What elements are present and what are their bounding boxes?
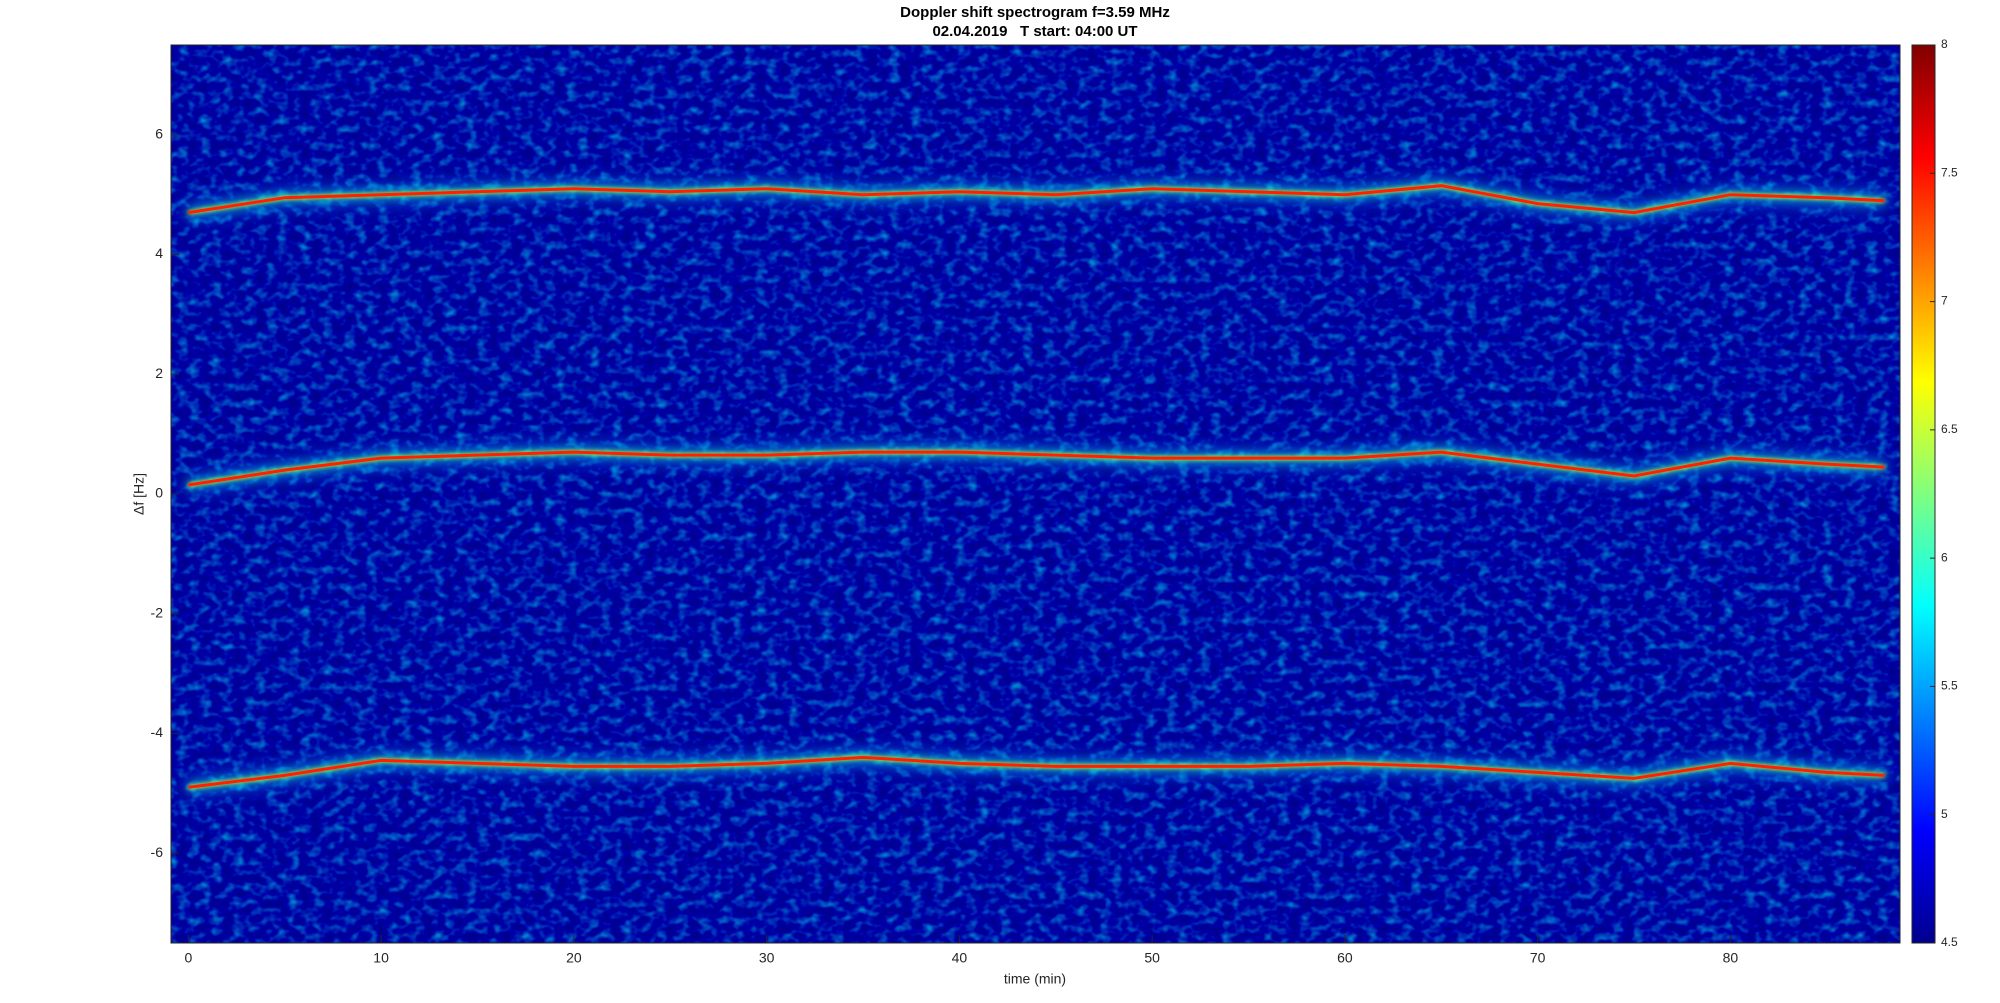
x-tick-label: 50 bbox=[1144, 950, 1160, 966]
colorbar-tick-label: 4.5 bbox=[1941, 935, 1958, 949]
colorbar-tick-label: 8 bbox=[1941, 37, 1948, 51]
colorbar bbox=[1911, 44, 1936, 944]
y-tick-label: 6 bbox=[155, 126, 163, 142]
x-tick-label: 0 bbox=[184, 950, 192, 966]
x-tick-label: 10 bbox=[373, 950, 389, 966]
x-tick-label: 60 bbox=[1337, 950, 1353, 966]
noise-texture bbox=[171, 45, 1900, 943]
chart-title: Doppler shift spectrogram f=3.59 MHz bbox=[900, 4, 1170, 21]
y-tick-label: -2 bbox=[151, 604, 164, 620]
y-tick-label: -6 bbox=[151, 844, 164, 860]
colorbar-tick-label: 5 bbox=[1941, 807, 1948, 821]
plot-area bbox=[188, 184, 1885, 789]
y-tick-label: 0 bbox=[155, 485, 163, 501]
x-tick-label: 30 bbox=[759, 950, 775, 966]
x-tick-label: 20 bbox=[566, 950, 582, 966]
trace bbox=[188, 450, 1885, 487]
x-tick-label: 40 bbox=[952, 950, 968, 966]
trace bbox=[188, 755, 1885, 789]
chart-subtitle: 02.04.2019 T start: 04:00 UT bbox=[932, 23, 1137, 40]
y-tick-label: 4 bbox=[155, 245, 163, 261]
x-axis-label: time (min) bbox=[1004, 971, 1066, 987]
colorbar-tick-label: 7 bbox=[1941, 294, 1948, 308]
y-tick-label: 2 bbox=[155, 365, 163, 381]
colorbar-tick-label: 6.5 bbox=[1941, 422, 1958, 436]
y-axis-label: Δf [Hz] bbox=[131, 473, 147, 515]
trace bbox=[188, 184, 1885, 215]
y-tick-label: -4 bbox=[151, 724, 164, 740]
colorbar-tick-label: 7.5 bbox=[1941, 165, 1958, 179]
colorbar-tick-label: 5.5 bbox=[1941, 679, 1958, 693]
colorbar-tick-label: 6 bbox=[1941, 550, 1948, 564]
x-tick-label: 70 bbox=[1530, 950, 1546, 966]
x-tick-label: 80 bbox=[1723, 950, 1739, 966]
